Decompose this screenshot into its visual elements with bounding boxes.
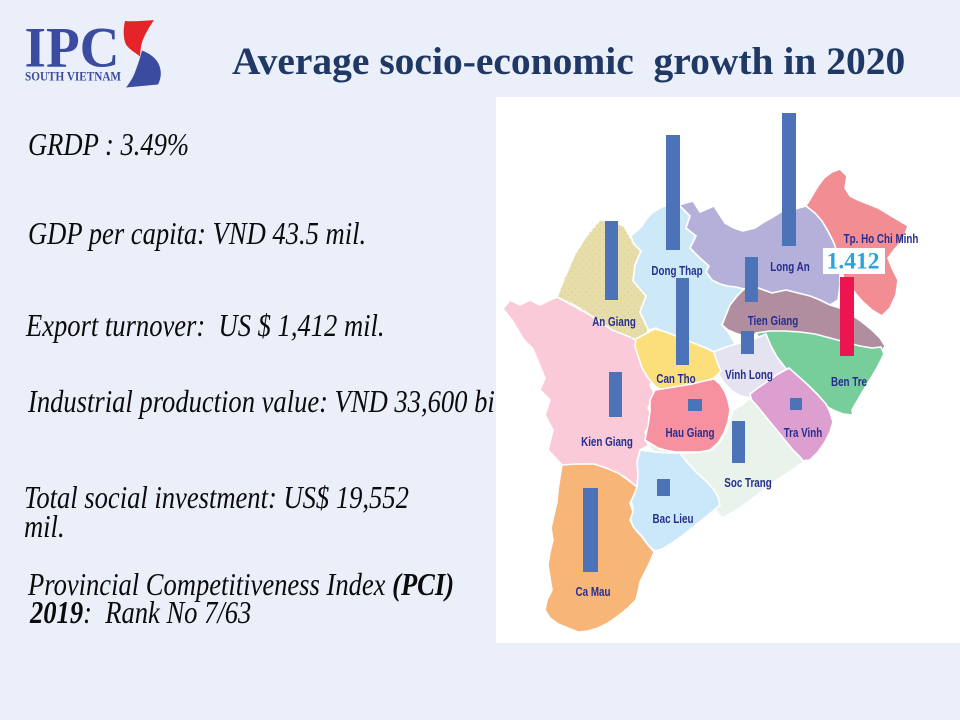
svg-text:Soc Trang: Soc Trang <box>724 477 772 490</box>
svg-text:An Giang: An Giang <box>592 316 636 329</box>
svg-text:Ben Tre: Ben Tre <box>831 376 867 389</box>
svg-text:Hau Giang: Hau Giang <box>665 427 714 440</box>
svg-text:Ca Mau: Ca Mau <box>576 586 611 599</box>
svg-text:Tp. Ho Chi Minh: Tp. Ho Chi Minh <box>844 233 919 246</box>
svg-text:Dong Thap: Dong Thap <box>651 265 702 278</box>
svg-text:IPC: IPC <box>25 17 120 80</box>
svg-text:Tien Giang: Tien Giang <box>748 315 799 328</box>
svg-text:Kien Giang: Kien Giang <box>581 436 633 449</box>
svg-text:SOUTH VIETNAM: SOUTH VIETNAM <box>25 69 121 83</box>
svg-text:Long An: Long An <box>770 261 810 274</box>
svg-text:Tra Vinh: Tra Vinh <box>784 427 823 440</box>
svg-text:1.412: 1.412 <box>827 249 880 275</box>
svg-text:Can Tho: Can Tho <box>656 373 695 386</box>
svg-text:Bac Lieu: Bac Lieu <box>653 513 694 526</box>
svg-text:Vinh Long: Vinh Long <box>725 369 773 382</box>
